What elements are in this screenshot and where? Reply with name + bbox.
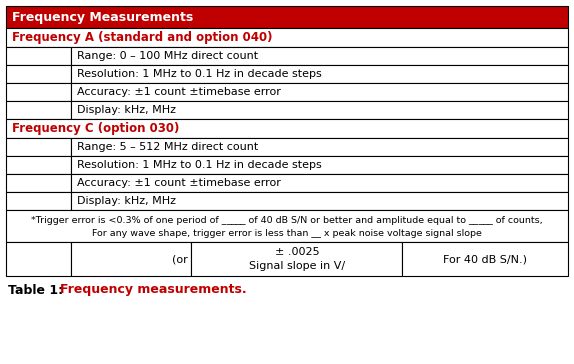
- Text: For any wave shape, trigger error is less than __ x peak noise voltage signal sl: For any wave shape, trigger error is les…: [92, 229, 482, 238]
- Bar: [71, 242, 192, 276]
- Text: Accuracy: ±1 count ±timebase error: Accuracy: ±1 count ±timebase error: [77, 87, 281, 97]
- Text: Table 1:: Table 1:: [8, 284, 68, 297]
- Bar: [71, 65, 568, 83]
- Bar: [6, 119, 568, 138]
- Text: *Trigger error is <0.3% of one period of _____ of 40 dB S/N or better and amplit: *Trigger error is <0.3% of one period of…: [31, 216, 543, 225]
- Bar: [71, 47, 568, 65]
- Bar: [402, 242, 568, 276]
- Bar: [71, 101, 568, 119]
- Text: Signal slope in V/: Signal slope in V/: [249, 261, 345, 272]
- Text: Range: 5 – 512 MHz direct count: Range: 5 – 512 MHz direct count: [77, 142, 258, 152]
- Text: Frequency measurements.: Frequency measurements.: [60, 284, 247, 297]
- Text: Display: kHz, MHz: Display: kHz, MHz: [77, 196, 176, 206]
- Text: Resolution: 1 MHz to 0.1 Hz in decade steps: Resolution: 1 MHz to 0.1 Hz in decade st…: [77, 160, 321, 170]
- Bar: [6, 210, 568, 242]
- Bar: [6, 138, 71, 156]
- Bar: [6, 6, 568, 28]
- Bar: [6, 242, 71, 276]
- Text: (or: (or: [172, 254, 188, 264]
- Bar: [71, 156, 568, 174]
- Text: Frequency Measurements: Frequency Measurements: [12, 11, 193, 24]
- Bar: [71, 83, 568, 101]
- Bar: [6, 47, 71, 65]
- Bar: [6, 28, 568, 47]
- Bar: [71, 138, 568, 156]
- Text: ± .0025: ± .0025: [274, 247, 319, 257]
- Text: Range: 0 – 100 MHz direct count: Range: 0 – 100 MHz direct count: [77, 51, 258, 61]
- Text: Frequency A (standard and option 040): Frequency A (standard and option 040): [12, 31, 273, 44]
- Text: Resolution: 1 MHz to 0.1 Hz in decade steps: Resolution: 1 MHz to 0.1 Hz in decade st…: [77, 69, 321, 79]
- Text: Frequency C (option 030): Frequency C (option 030): [12, 122, 179, 135]
- Text: Accuracy: ±1 count ±timebase error: Accuracy: ±1 count ±timebase error: [77, 178, 281, 188]
- Bar: [71, 174, 568, 192]
- Bar: [6, 65, 71, 83]
- Text: Display: kHz, MHz: Display: kHz, MHz: [77, 105, 176, 115]
- Bar: [6, 156, 71, 174]
- Text: For 40 dB S/N.): For 40 dB S/N.): [443, 254, 527, 264]
- Bar: [192, 242, 402, 276]
- Bar: [6, 174, 71, 192]
- Bar: [6, 101, 71, 119]
- Bar: [6, 192, 71, 210]
- Bar: [6, 83, 71, 101]
- Bar: [71, 192, 568, 210]
